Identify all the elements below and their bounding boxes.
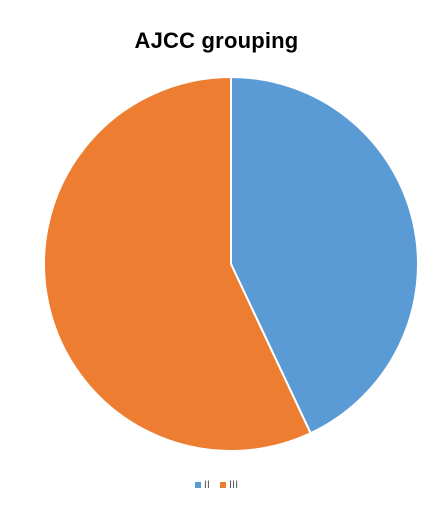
legend-item-ii: II <box>194 479 210 491</box>
legend-swatch-iii <box>219 482 226 488</box>
pie-slice-ii <box>230 76 419 435</box>
chart-title: AJCC grouping <box>134 28 299 53</box>
legend-swatch-ii <box>194 482 201 488</box>
chart-legend: II III <box>0 479 433 491</box>
legend-item-iii: III <box>219 479 239 491</box>
pie-slice-iii <box>42 76 312 452</box>
legend-label-ii: II <box>203 479 210 491</box>
legend-label-iii: III <box>228 479 239 491</box>
